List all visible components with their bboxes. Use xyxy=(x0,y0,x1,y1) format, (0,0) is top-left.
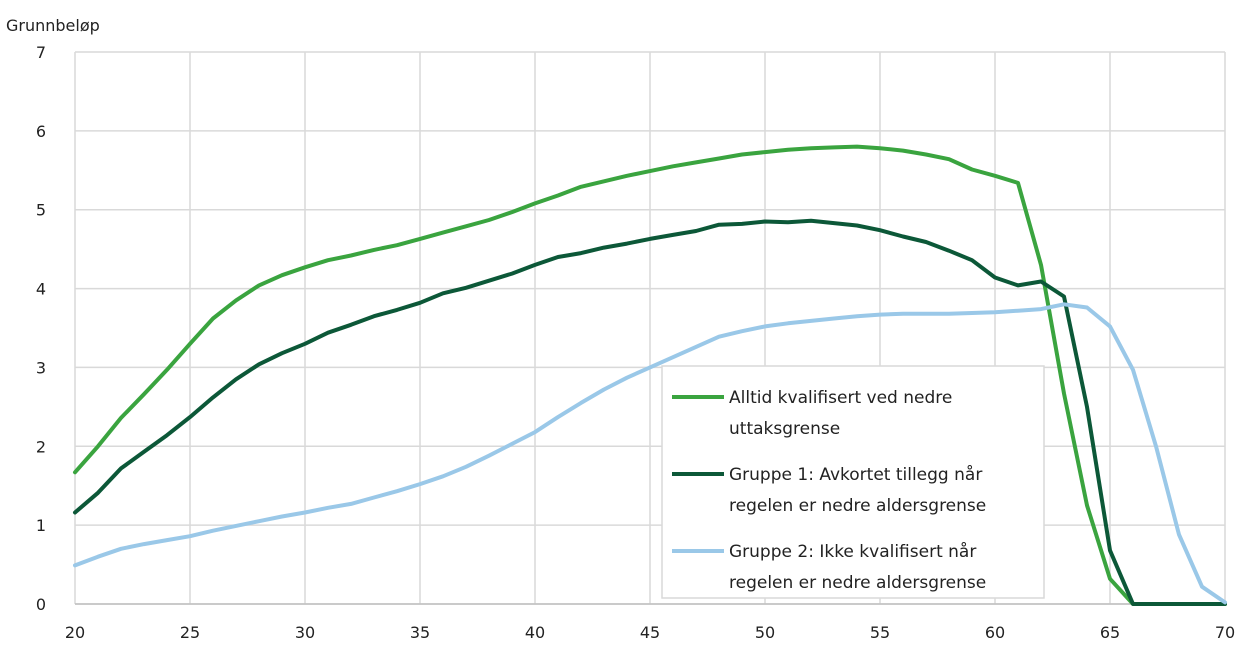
x-tick-label: 20 xyxy=(65,623,85,642)
y-tick-label: 5 xyxy=(36,201,46,220)
legend-label: regelen er nedre aldersgrense xyxy=(729,573,986,593)
legend: Alltid kvalifisert ved nedre uttaksgrense… xyxy=(661,365,1045,599)
y-tick-label: 2 xyxy=(36,437,46,456)
series-line-3 xyxy=(73,302,1227,605)
x-tick-label: 30 xyxy=(295,623,315,642)
legend-label: regelen er nedre aldersgrense xyxy=(729,496,986,516)
legend-label: Alltid kvalifisert ved nedre xyxy=(729,388,952,408)
x-tick-label: 70 xyxy=(1215,623,1235,642)
legend-label: uttaksgrense xyxy=(729,419,840,439)
y-tick-label: 3 xyxy=(36,358,46,377)
series-line-2 xyxy=(73,218,1227,606)
y-tick-label: 1 xyxy=(36,516,46,535)
x-tick-label: 45 xyxy=(640,623,660,642)
y-tick-label: 0 xyxy=(36,595,46,614)
series-lines xyxy=(73,144,1227,606)
y-tick-label: 7 xyxy=(36,43,46,62)
x-tick-label: 25 xyxy=(180,623,200,642)
series-line-1 xyxy=(73,144,1227,606)
legend-label: Gruppe 1: Avkortet tillegg når xyxy=(729,464,982,485)
legend-box xyxy=(661,365,1045,599)
legend-label: Gruppe 2: Ikke kvalifisert når xyxy=(729,541,976,562)
x-tick-label: 60 xyxy=(985,623,1005,642)
y-axis-title: Grunnbeløp xyxy=(6,16,100,35)
x-tick-label: 50 xyxy=(755,623,775,642)
x-tick-label: 40 xyxy=(525,623,545,642)
y-tick-label: 4 xyxy=(36,280,46,299)
y-tick-label: 6 xyxy=(36,122,46,141)
x-tick-label: 65 xyxy=(1100,623,1120,642)
x-tick-label: 35 xyxy=(410,623,430,642)
x-tick-label: 55 xyxy=(870,623,890,642)
